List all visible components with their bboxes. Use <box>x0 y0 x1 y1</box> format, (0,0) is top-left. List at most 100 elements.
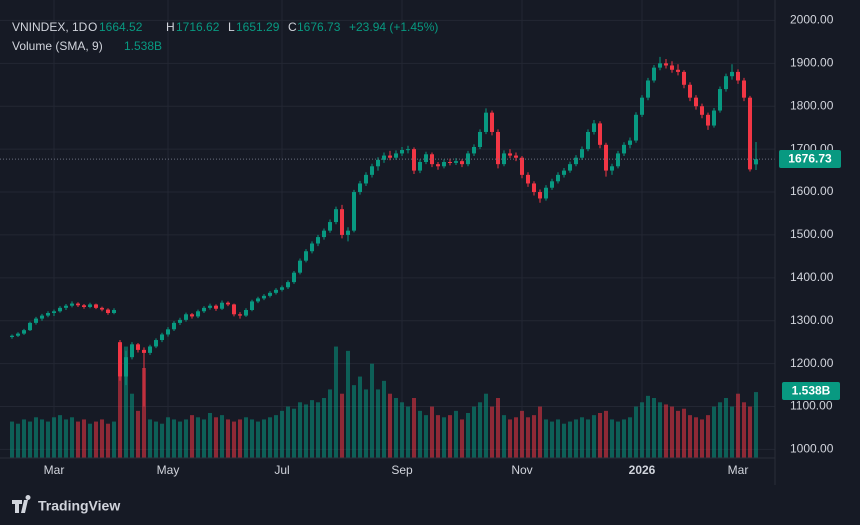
y-tick-label: 1900.00 <box>790 56 834 70</box>
volume-bar <box>274 415 278 458</box>
candle-body <box>652 67 656 81</box>
volume-bar <box>370 363 374 458</box>
candle-body <box>526 174 530 184</box>
volume-bar <box>616 421 620 458</box>
volume-bar <box>568 421 572 458</box>
volume-bar <box>220 415 224 458</box>
volume-bar <box>604 410 608 458</box>
volume-bar <box>598 413 602 458</box>
volume-bar <box>718 402 722 458</box>
candle-body <box>694 97 698 107</box>
candle-body <box>424 154 428 162</box>
volume-bar <box>256 421 260 458</box>
volume-bar <box>100 419 104 458</box>
volume-bar <box>748 406 752 458</box>
candle-body <box>520 157 524 175</box>
volume-bar <box>298 402 302 458</box>
candle-body <box>604 144 608 171</box>
volume-bar <box>388 393 392 458</box>
volume-bar <box>304 404 308 458</box>
volume-bar <box>40 419 44 458</box>
volume-bar <box>502 415 506 458</box>
candle-body <box>664 63 668 66</box>
x-tick-label: Sep <box>391 463 413 477</box>
candle-body <box>178 319 182 323</box>
volume-bar <box>322 398 326 458</box>
volume-bar <box>172 419 176 458</box>
volume-bar <box>706 415 710 458</box>
candle-body <box>52 311 56 314</box>
volume-bar <box>406 406 410 458</box>
volume-bar <box>10 421 14 458</box>
volume-bar <box>676 410 680 458</box>
volume-bar <box>226 419 230 458</box>
candle-body <box>400 149 404 154</box>
candle-body <box>262 295 266 299</box>
volume-bar <box>664 404 668 458</box>
volume-bar <box>22 419 26 458</box>
candle-body <box>544 187 548 199</box>
candle-body <box>304 251 308 261</box>
candle-body <box>634 114 638 141</box>
volume-bar <box>190 415 194 458</box>
candle-body <box>562 170 566 175</box>
candle-body <box>628 140 632 145</box>
volume-bar <box>712 406 716 458</box>
volume-bar <box>610 419 614 458</box>
volume-bar <box>484 393 488 458</box>
volume-bar <box>106 423 110 458</box>
low-key: L <box>228 20 235 34</box>
candle-body <box>622 144 626 154</box>
volume-bar <box>658 402 662 458</box>
y-tick-label: 1000.00 <box>790 442 834 456</box>
volume-bar <box>268 417 272 458</box>
logo-icon <box>12 495 31 513</box>
candle-body <box>142 349 146 353</box>
candle-body <box>58 307 62 312</box>
candle-body <box>406 149 410 151</box>
x-tick-label: Jul <box>274 463 289 477</box>
close-key: C <box>288 20 297 34</box>
volume-pane <box>10 346 758 458</box>
candle-body <box>706 114 710 126</box>
candle-body <box>538 192 542 199</box>
candle-body <box>46 313 50 316</box>
candle-body <box>124 357 128 377</box>
volume-bar <box>94 421 98 458</box>
volume-bar <box>328 389 332 458</box>
candle-body <box>736 71 740 81</box>
candle-body <box>478 131 482 147</box>
candle-body <box>322 230 326 238</box>
volume-bar <box>586 419 590 458</box>
volume-bar <box>442 417 446 458</box>
volume-tag-label: 1.538B <box>792 384 831 398</box>
candle-body <box>328 222 332 231</box>
candle-body <box>298 260 302 273</box>
candle-body <box>88 304 92 307</box>
candle-body <box>70 303 74 306</box>
volume-bar <box>178 421 182 458</box>
candle-body <box>640 97 644 115</box>
volume-bar <box>292 408 296 458</box>
y-tick-label: 1800.00 <box>790 98 834 112</box>
candle-body <box>592 123 596 132</box>
candle-body <box>256 298 260 302</box>
volume-bar <box>640 402 644 458</box>
candle-body <box>340 209 344 235</box>
volume-bar <box>382 380 386 458</box>
candle-body <box>226 302 230 305</box>
candle-body <box>580 149 584 158</box>
candle-body <box>238 314 242 316</box>
x-tick-label: Mar <box>44 463 65 477</box>
volume-bar <box>754 392 758 458</box>
candle-body <box>220 302 224 309</box>
candle-body <box>136 344 140 350</box>
candle-body <box>754 159 758 165</box>
volume-bar <box>466 413 470 458</box>
last-price-label: 1676.73 <box>788 152 832 166</box>
brand-logo: TradingView <box>12 495 120 514</box>
volume-bar <box>532 415 536 458</box>
candle-body <box>436 164 440 167</box>
candle-body <box>568 164 572 171</box>
